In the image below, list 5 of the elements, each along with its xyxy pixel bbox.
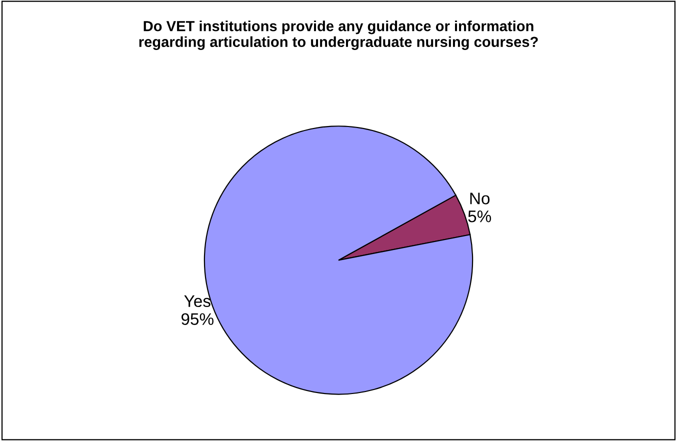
data-label: 5% [468,210,492,222]
chart-title: Do VET institutions provide any guidance or information regarding articulation to undergraduate nursing courses? [139,20,538,50]
slice-label: Yes [184,295,210,308]
slice-label: No [470,192,490,204]
data-label: 95% [182,313,214,325]
